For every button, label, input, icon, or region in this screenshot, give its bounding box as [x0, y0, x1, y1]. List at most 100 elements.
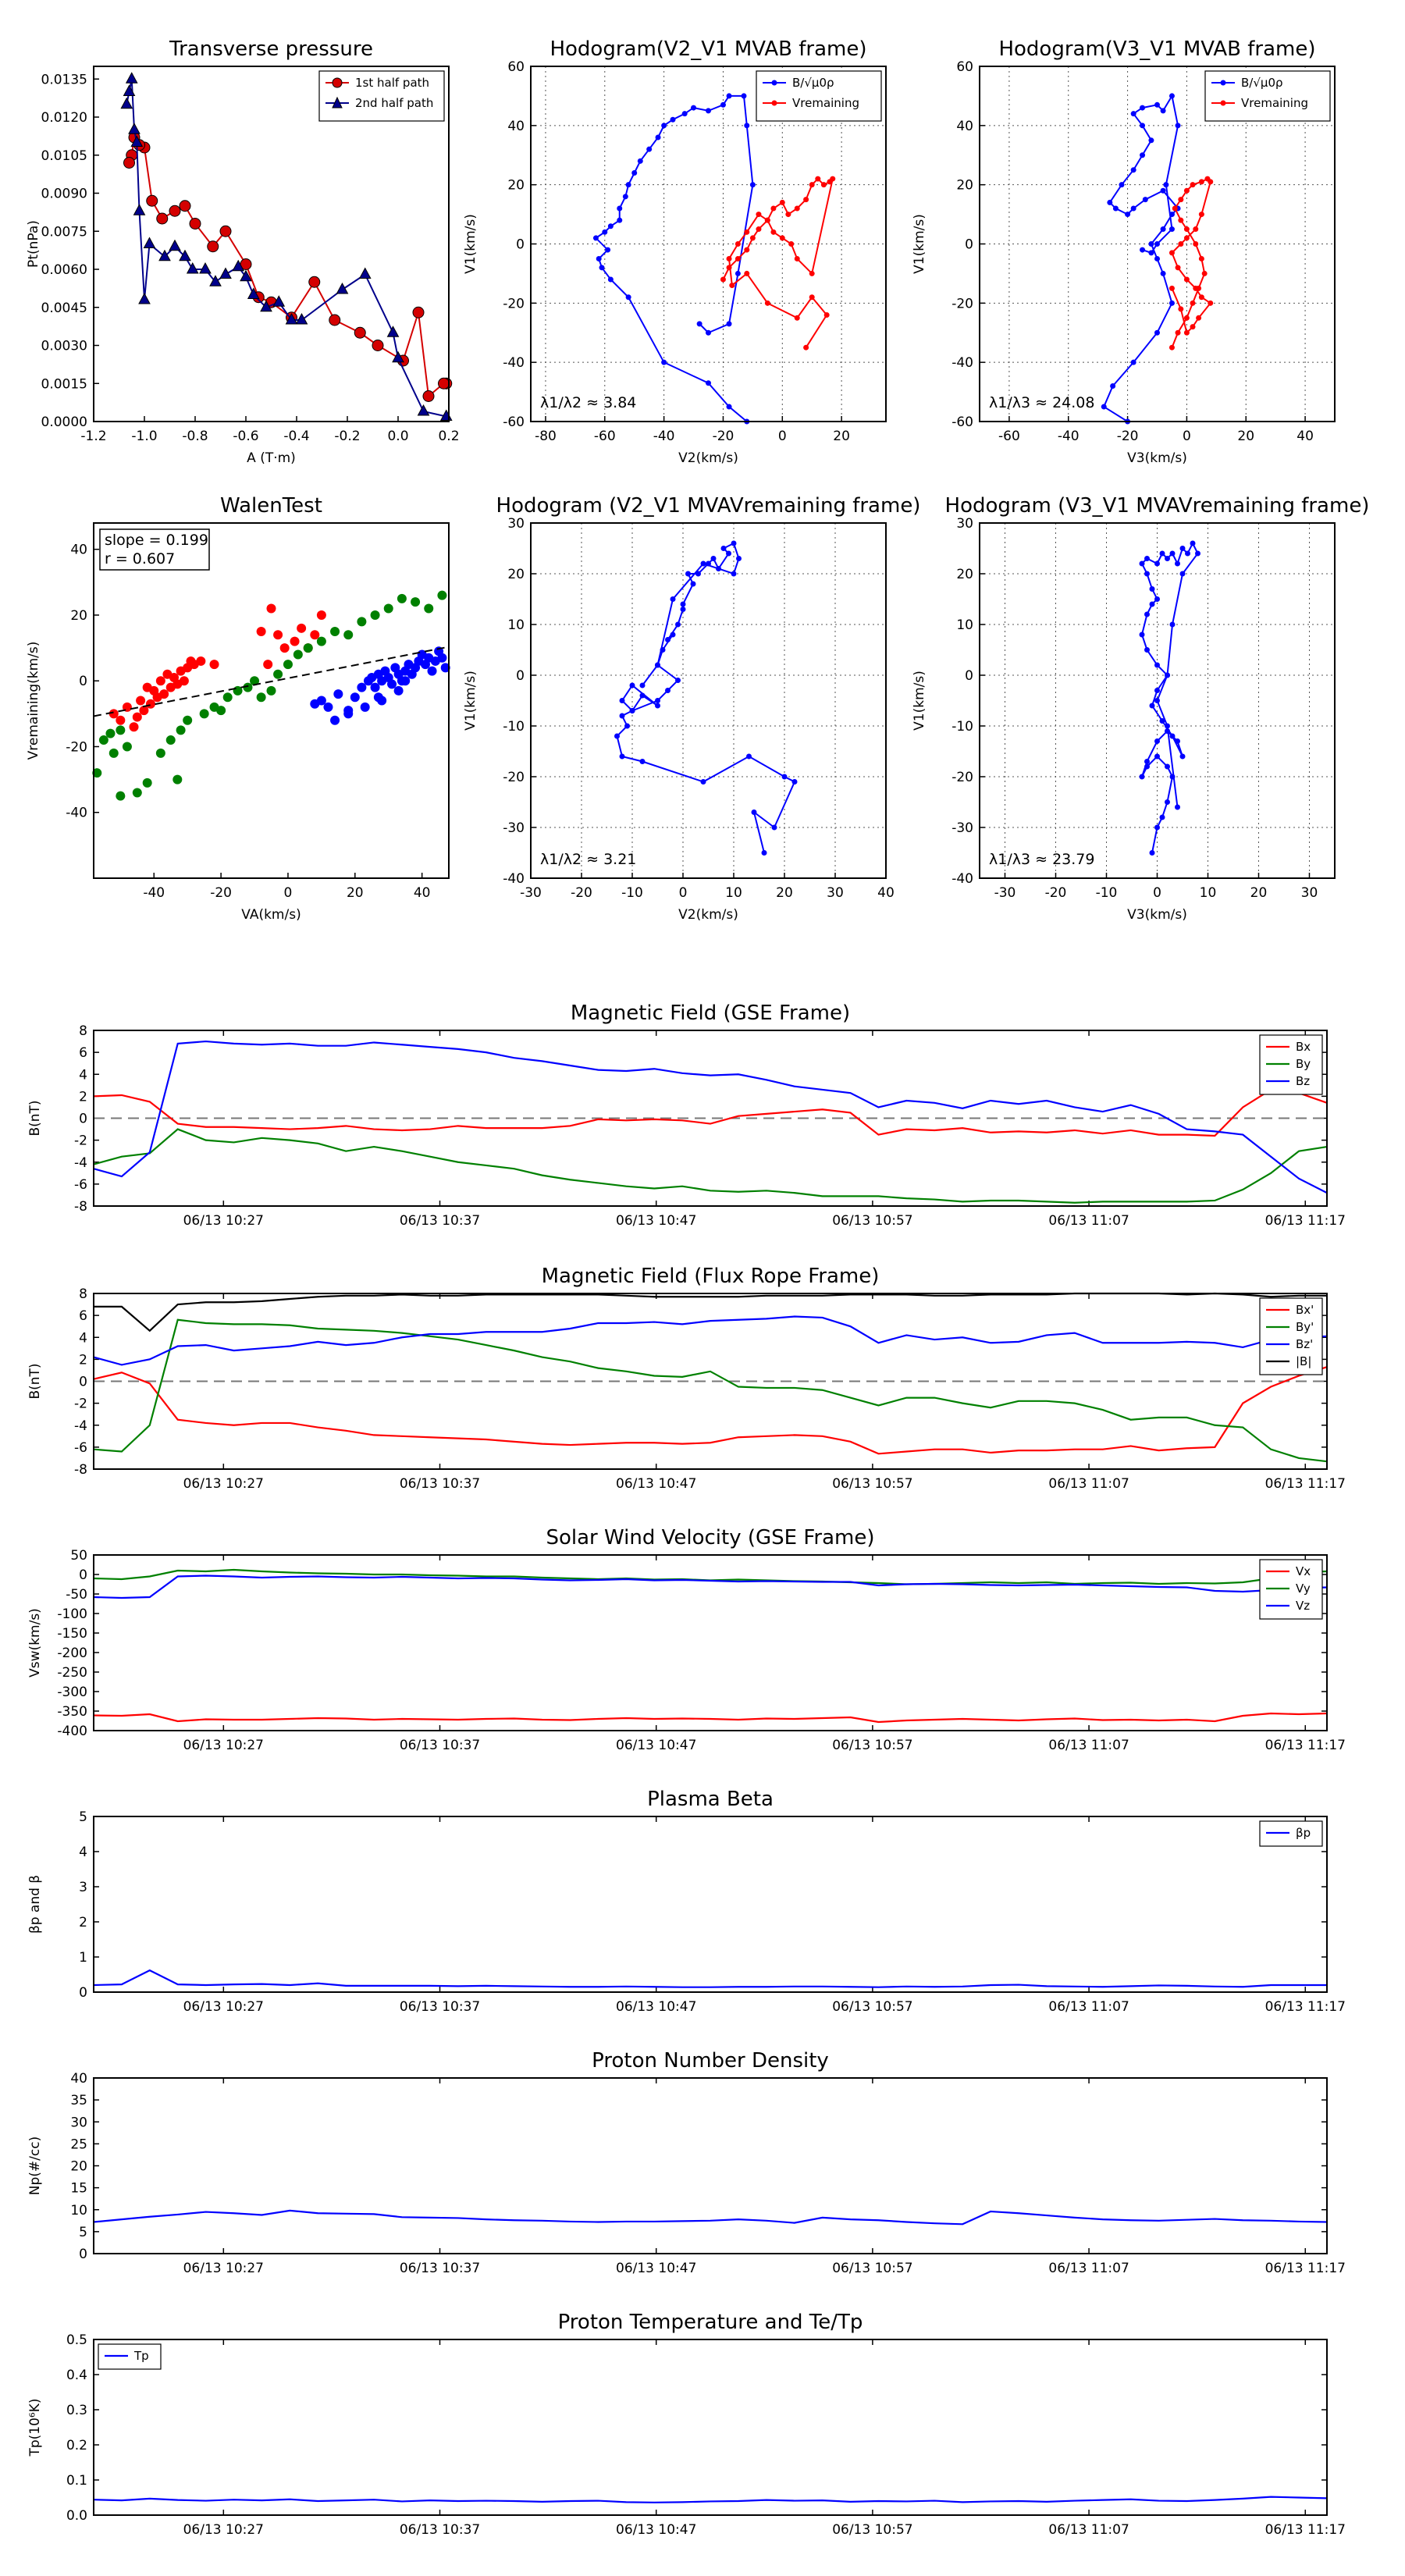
- y-tick-label: 4: [79, 1067, 87, 1083]
- y-tick-label: 0.2: [66, 2438, 87, 2453]
- data-point: [639, 759, 646, 764]
- data-point: [625, 294, 631, 301]
- data-point: [1144, 556, 1150, 561]
- data-point: [1148, 241, 1154, 247]
- x-tick-label: 10: [725, 885, 742, 901]
- panel-title: Hodogram(V2_V1 MVAB frame): [550, 37, 866, 61]
- data-point: [266, 603, 276, 614]
- eigen-ratio-note: λ1/λ3 ≈ 24.08: [989, 394, 1094, 411]
- data-point: [617, 205, 623, 212]
- data-point: [731, 540, 737, 546]
- data-point: [186, 656, 196, 666]
- data-point: [706, 380, 711, 386]
- data-point: [232, 259, 245, 272]
- y-axis-label: Vsw(km/s): [27, 1608, 43, 1678]
- data-point: [619, 698, 625, 703]
- legend-label: Bz': [1296, 1337, 1313, 1351]
- data-point: [146, 194, 158, 207]
- data-point: [159, 689, 169, 699]
- data-point: [1183, 226, 1190, 233]
- data-point: [316, 636, 326, 646]
- data-point: [1154, 738, 1160, 744]
- data-point: [1183, 315, 1190, 321]
- data-point: [156, 212, 169, 225]
- plot-frame: [93, 2339, 1328, 2516]
- data-point: [130, 135, 144, 147]
- x-tick-label: -30: [994, 885, 1016, 901]
- y-tick-label: -20: [951, 296, 973, 311]
- y-tick-label: 5: [79, 2225, 87, 2240]
- data-point: [427, 666, 437, 676]
- x-tick-label: 20: [833, 429, 850, 444]
- y-tick-label: -40: [951, 355, 973, 371]
- data-point: [207, 240, 219, 253]
- data-point: [1154, 255, 1160, 262]
- x-tick-label: 06/13 10:37: [400, 1213, 480, 1229]
- series-line: [93, 1315, 1328, 1366]
- data-point: [629, 682, 635, 688]
- y-axis-label: B(nT): [27, 1100, 43, 1136]
- y-tick-label: -20: [951, 770, 973, 785]
- y-axis-label: V1(km/s): [463, 671, 478, 731]
- legend-label: 1st half path: [355, 76, 429, 90]
- data-point: [383, 603, 393, 614]
- timeseries-panel: Proton Number Density 06/13 10:27 06/13 10…: [27, 2049, 1346, 2276]
- legend-label: Vz: [1296, 1599, 1310, 1613]
- data-point: [386, 326, 400, 337]
- data-point: [1168, 285, 1175, 291]
- x-tick-label: -10: [621, 885, 643, 901]
- panel-title: WalenTest: [220, 494, 322, 518]
- data-point: [685, 571, 691, 577]
- data-point: [1110, 383, 1116, 389]
- data-point: [123, 84, 136, 96]
- y-tick-label: 0.1: [66, 2473, 87, 2489]
- data-point: [128, 123, 140, 134]
- series-line: [1171, 177, 1212, 348]
- data-point: [125, 72, 138, 84]
- data-point: [670, 116, 676, 123]
- y-tick-label: 20: [956, 178, 973, 194]
- y-tick-label: -4: [74, 1155, 87, 1171]
- data-point: [303, 643, 313, 653]
- x-tick-label: -1.0: [131, 429, 157, 444]
- y-tick-label: -350: [57, 1704, 87, 1720]
- data-point: [329, 314, 341, 326]
- scatter-panel: Transverse pressure -1.2 -1.0 -0.8 -0.6 -0.4 -…: [26, 37, 460, 466]
- x-tick-label: 06/13 11:17: [1265, 1213, 1346, 1229]
- legend: B/√μ0ρ Vremaining: [1204, 70, 1331, 122]
- x-tick-label: 06/13 10:27: [183, 2261, 264, 2276]
- y-tick-label: -40: [503, 871, 525, 887]
- data-point: [1165, 556, 1170, 561]
- data-point: [771, 824, 777, 831]
- panel-title: Magnetic Field (GSE Frame): [571, 1002, 850, 1025]
- data-point: [1159, 814, 1165, 820]
- x-tick-label: 30: [1301, 885, 1318, 901]
- y-tick-label: -30: [951, 820, 973, 836]
- data-point: [1140, 105, 1146, 111]
- plot-frame: [979, 66, 1336, 422]
- data-point: [726, 255, 732, 262]
- data-point: [1154, 241, 1160, 247]
- legend-label: B/√μ0ρ: [1241, 76, 1283, 90]
- data-point: [785, 212, 791, 218]
- data-point: [1154, 688, 1160, 693]
- data-point: [92, 768, 102, 778]
- data-point: [393, 685, 404, 696]
- y-tick-label: 0.0090: [41, 187, 87, 202]
- x-axis-label: V3(km/s): [1127, 907, 1187, 923]
- y-tick-label: 0.0135: [41, 72, 87, 87]
- data-point: [132, 712, 142, 722]
- data-point: [357, 617, 367, 627]
- x-tick-label: 06/13 10:57: [832, 2522, 912, 2538]
- x-tick-label: -20: [210, 885, 232, 901]
- x-tick-label: 06/13 10:47: [616, 2261, 696, 2276]
- data-point: [417, 404, 430, 416]
- data-point: [706, 329, 711, 336]
- data-point: [1193, 285, 1199, 291]
- x-tick-label: -0.8: [182, 429, 208, 444]
- data-point: [764, 217, 770, 223]
- data-point: [1190, 182, 1196, 188]
- y-tick-label: -6: [74, 1177, 87, 1193]
- data-point: [219, 267, 232, 279]
